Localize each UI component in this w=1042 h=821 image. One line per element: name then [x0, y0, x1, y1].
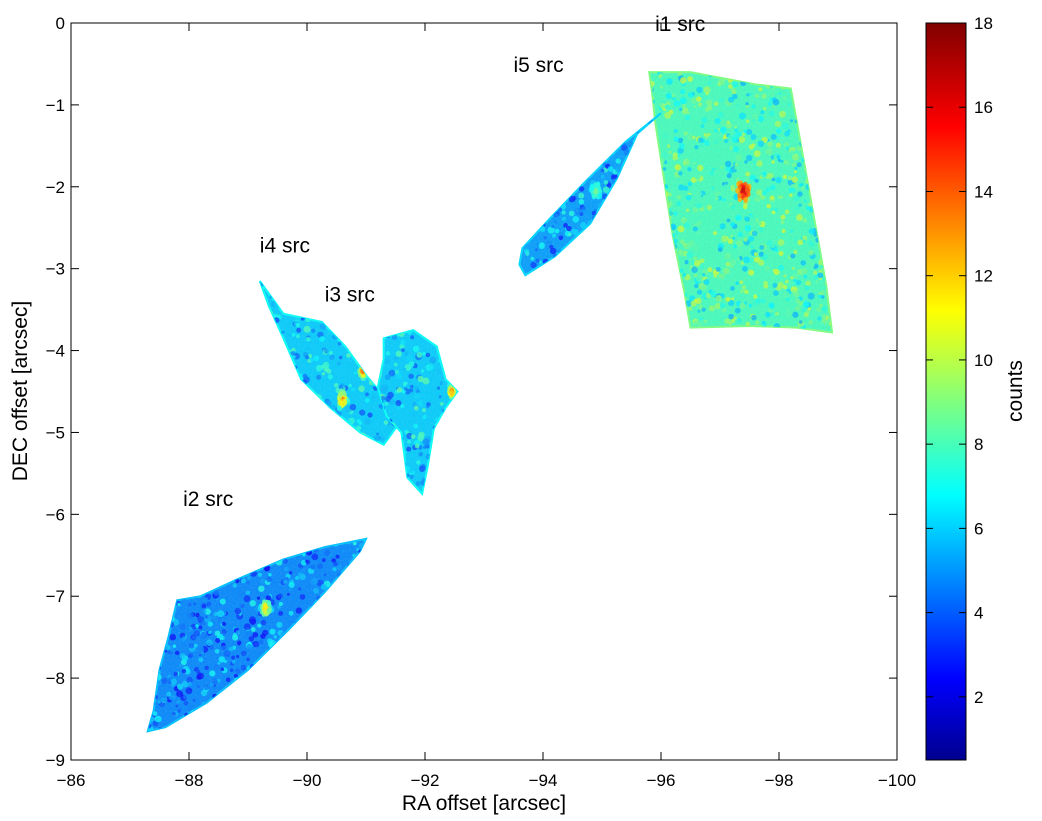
colorbar-tick-label: 10: [974, 351, 993, 370]
y-tick-label: −7: [46, 587, 65, 606]
x-axis-title: RA offset [arcsec]: [402, 792, 566, 815]
region-grain: [519, 113, 661, 276]
annotation-label: i2 src: [183, 488, 233, 511]
y-axis: 0 −1 −2 −3 −4 −5 −6 −7 −8 −9: [46, 14, 897, 770]
colorbar: 2 4 6 8 10 12 14 16 18 counts: [925, 14, 1027, 761]
y-tick-label: −1: [46, 96, 65, 115]
y-tick-label: −4: [46, 342, 65, 361]
y-tick-label: 0: [56, 14, 65, 33]
x-tick-label: −86: [57, 771, 86, 790]
y-tick-label: −5: [46, 423, 65, 442]
y-tick-label: −6: [46, 505, 65, 524]
colorbar-label: counts: [1004, 360, 1027, 422]
colorbar-tick-label: 4: [974, 604, 983, 623]
colorbar-tick-label: 16: [974, 98, 993, 117]
colorbar-gradient: [925, 22, 967, 761]
x-tick-label: −94: [529, 771, 558, 790]
region-grain: [259, 280, 402, 445]
colorbar-tick-label: 14: [974, 182, 993, 201]
y-tick-label: −8: [46, 669, 65, 688]
x-tick-label: −92: [411, 771, 440, 790]
annotation-label: i3 src: [325, 283, 375, 306]
x-tick-label: −90: [293, 771, 322, 790]
region-i1-src: [648, 71, 834, 334]
x-tick-label: −88: [175, 771, 204, 790]
colorbar-tick-label: 12: [974, 267, 993, 286]
region-grain: [649, 72, 833, 333]
annotation-label: i4 src: [260, 234, 310, 257]
y-axis-title: DEC offset [arcsec]: [9, 301, 32, 482]
x-tick-label: −96: [647, 771, 676, 790]
y-tick-label: −3: [46, 260, 65, 279]
y-tick-label: −9: [46, 751, 65, 770]
annotation-label: i1 src: [655, 13, 705, 36]
x-tick-label: −100: [878, 771, 916, 790]
region-grain: [377, 330, 458, 494]
source-annotations: i1 src i5 src i4 src i3 src i2 src: [183, 13, 705, 511]
colorbar-tick-label: 6: [974, 519, 983, 538]
colorbar-tick-label: 18: [974, 14, 993, 33]
region-grain: [147, 538, 366, 732]
x-axis: −86 −88 −90 −92 −94 −96 −98 −100: [57, 23, 916, 790]
colorbar-tick-label: 2: [974, 688, 983, 707]
y-tick-label: −2: [46, 178, 65, 197]
x-tick-label: −98: [765, 771, 794, 790]
annotation-label: i5 src: [514, 54, 564, 77]
colorbar-tick-label: 8: [974, 435, 983, 454]
colorbar-ticks: 2 4 6 8 10 12 14 16 18: [926, 14, 993, 707]
